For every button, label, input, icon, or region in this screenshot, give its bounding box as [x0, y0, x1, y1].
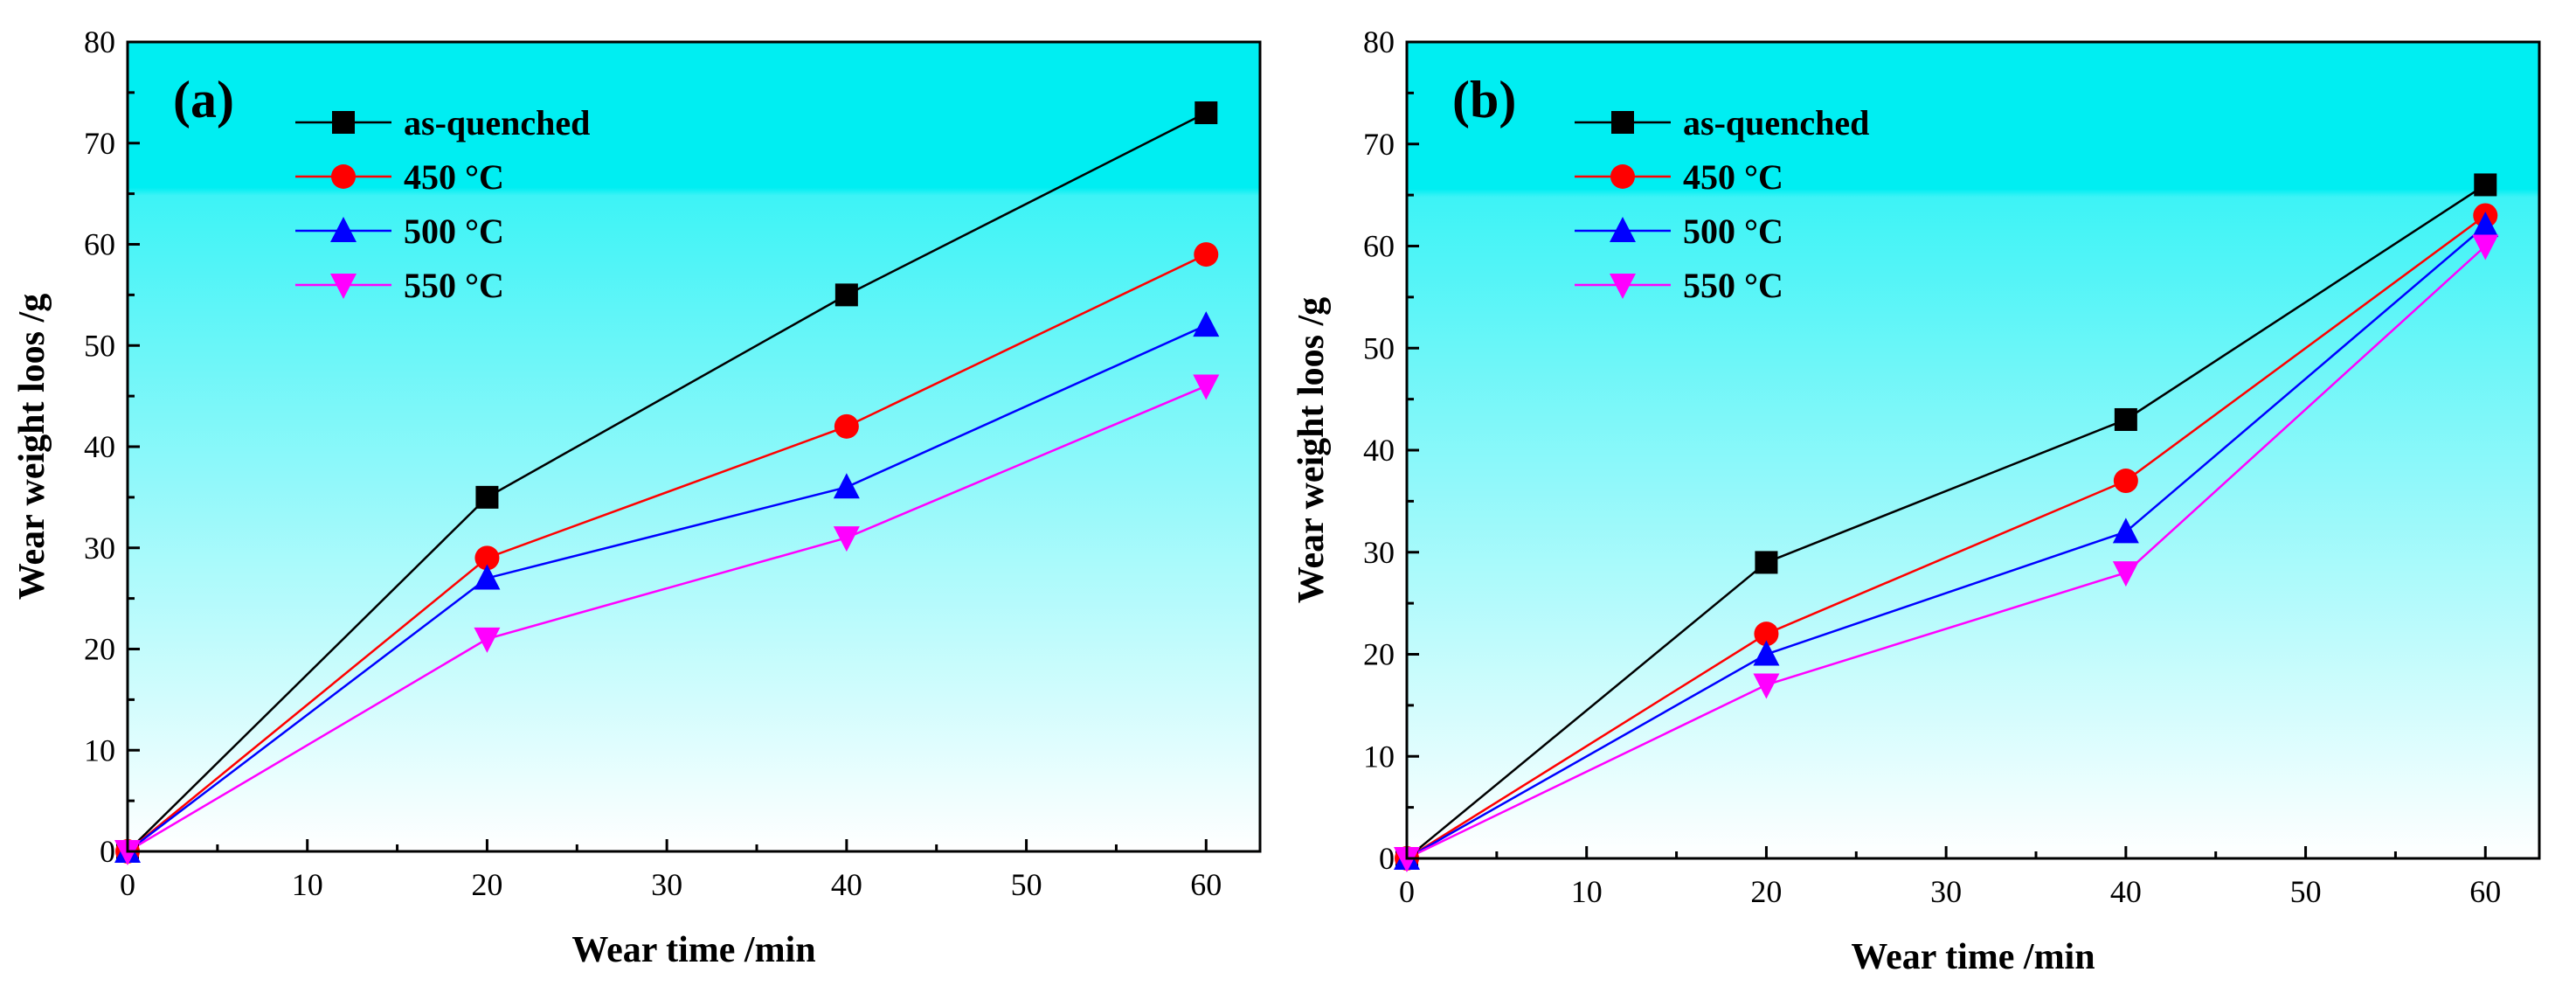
- panel-b-legend-label-0: as-quenched: [1683, 103, 1869, 142]
- panel-b-y-tick-label-8: 80: [1363, 24, 1395, 59]
- panel-a-y-tick-label-4: 40: [84, 429, 115, 464]
- panel-b-plot-background: [1407, 42, 2539, 858]
- panel-b-x-tick-label-4: 40: [2110, 874, 2142, 909]
- panel-b-series-0-point-3: [2474, 173, 2497, 197]
- panel-b-y-tick-label-6: 60: [1363, 229, 1395, 264]
- panel-a-x-tick-label-1: 10: [292, 867, 323, 902]
- panel-b-y-tick-label-5: 50: [1363, 330, 1395, 365]
- panel-a-y-tick-label-6: 60: [84, 227, 115, 262]
- panel-a-legend-marker-1: [331, 164, 356, 189]
- panel-b-series-3-line: [1406, 245, 2487, 860]
- panel-a-label: (a): [173, 71, 234, 128]
- panel-b-legend-label-3: 550 °C: [1683, 266, 1783, 305]
- panel-b-x-tick-label-2: 20: [1750, 874, 1782, 909]
- panel-b-x-tick-label-3: 30: [1930, 874, 1962, 909]
- panel-a-series-0-point-1: [475, 485, 499, 509]
- panel-a-series-0-line: [127, 111, 1207, 852]
- panel-b-label: (b): [1452, 71, 1516, 128]
- panel-a-series-3-point-2: [833, 526, 860, 552]
- panel-a-plot-background: [128, 42, 1260, 851]
- panel-a-series-0-point-2: [834, 283, 858, 307]
- panel-a-series-3-line: [127, 385, 1207, 853]
- panel-a-series-0-point-3: [1195, 101, 1218, 125]
- panel-b-series-0-point-1: [1755, 551, 1778, 574]
- panel-a-legend-marker-0: [332, 111, 355, 134]
- panel-a-y-tick-label-3: 30: [84, 531, 115, 566]
- panel-a-y-axis-title: Wear weight loos /g: [12, 294, 52, 600]
- panel-b-series-1-point-1: [1754, 622, 1779, 647]
- panel-b: 0 10 20 30 40 50 60 0 10 20 30 40 50 60 70 80 Wear time …: [1291, 24, 2541, 977]
- panel-b-series-3-point-2: [2112, 561, 2139, 587]
- panel-a-series-3-point-1: [474, 627, 501, 653]
- panel-b-series-2-line: [1406, 225, 2487, 860]
- panel-a-series-2-point-3: [1193, 311, 1220, 337]
- panel-b-series-3-point-3: [2472, 234, 2499, 260]
- panel-a-legend-marker-3: [330, 274, 357, 299]
- panel-a-y-tick-label-2: 20: [84, 632, 115, 667]
- panel-a-series-1-point-3: [1194, 242, 1219, 267]
- panel-a-y-tick-label-7: 70: [84, 126, 115, 161]
- panel-a-x-tick-label-0: 0: [120, 867, 135, 902]
- panel-b-series-2-point-3: [2472, 212, 2499, 238]
- panel-b-y-tick-label-4: 40: [1363, 433, 1395, 468]
- panel-b-y-tick-label-3: 30: [1363, 535, 1395, 570]
- panel-b-legend-label-2: 500 °C: [1683, 212, 1783, 251]
- panel-a-series-3-point-3: [1193, 374, 1220, 400]
- panel-b-series-1-point-2: [2113, 469, 2138, 494]
- panel-b-y-tick-label-1: 10: [1363, 739, 1395, 774]
- panel-b-legend-label-1: 450 °C: [1683, 157, 1783, 197]
- panel-a-series-1-line: [127, 253, 1207, 852]
- panel-b-y-tick-label-2: 20: [1363, 637, 1395, 672]
- panel-b-series-0-line: [1406, 184, 2486, 859]
- panel-b-y-tick-label-0: 0: [1379, 841, 1395, 876]
- panel-b-legend-marker-1: [1610, 164, 1635, 189]
- panel-b-series-2-point-2: [2112, 517, 2139, 544]
- panel-a-y-tick-label-0: 0: [100, 834, 115, 869]
- panel-a-legend-label-2: 500 °C: [404, 212, 504, 251]
- panel-b-y-axis-title: Wear weight loos /g: [1291, 297, 1332, 603]
- panel-a: 0 10 20 30 40 50 60 0 10 20 30 40 50 60 70 80 Wear time …: [12, 24, 1262, 970]
- panel-a-x-tick-label-5: 50: [1011, 867, 1042, 902]
- panel-b-x-tick-label-0: 0: [1399, 874, 1415, 909]
- panel-b-series-3-point-1: [1753, 673, 1780, 699]
- panel-a-series-2-line: [127, 323, 1207, 852]
- panel-b-series-1-line: [1406, 214, 2487, 860]
- panel-a-x-axis-title: Wear time /min: [571, 930, 815, 970]
- panel-a-y-tick-label-8: 80: [84, 24, 115, 59]
- panel-b-legend-marker-2: [1610, 217, 1636, 242]
- panel-a-legend-label-1: 450 °C: [404, 157, 504, 197]
- panel-a-y-tick-label-1: 10: [84, 733, 115, 767]
- panel-b-series-2-point-1: [1753, 640, 1780, 666]
- panel-a-x-tick-label-3: 30: [651, 867, 682, 902]
- panel-b-legend-marker-3: [1610, 274, 1636, 299]
- panel-b-x-tick-label-6: 60: [2469, 874, 2501, 909]
- panel-a-x-tick-label-4: 40: [831, 867, 862, 902]
- panel-a-y-tick-label-5: 50: [84, 328, 115, 363]
- panel-a-series-1-point-2: [834, 413, 859, 439]
- panel-a-series-1-point-1: [474, 545, 500, 571]
- panel-b-y-tick-label-7: 70: [1363, 127, 1395, 162]
- panel-a-legend-label-3: 550 °C: [404, 266, 504, 305]
- panel-b-x-axis-title: Wear time /min: [1851, 937, 2095, 977]
- panel-b-x-tick-label-1: 10: [1571, 874, 1603, 909]
- panel-a-series-2-point-1: [474, 564, 501, 590]
- panel-a-legend-marker-2: [330, 217, 357, 242]
- panel-b-x-tick-label-5: 50: [2290, 874, 2322, 909]
- panel-b-series-0-point-2: [2114, 407, 2137, 431]
- panel-b-legend-marker-0: [1611, 111, 1634, 134]
- panel-a-x-tick-label-2: 20: [471, 867, 502, 902]
- panel-a-legend-label-0: as-quenched: [404, 103, 590, 142]
- panel-a-series-2-point-2: [833, 473, 860, 499]
- panel-a-x-tick-label-6: 60: [1190, 867, 1222, 902]
